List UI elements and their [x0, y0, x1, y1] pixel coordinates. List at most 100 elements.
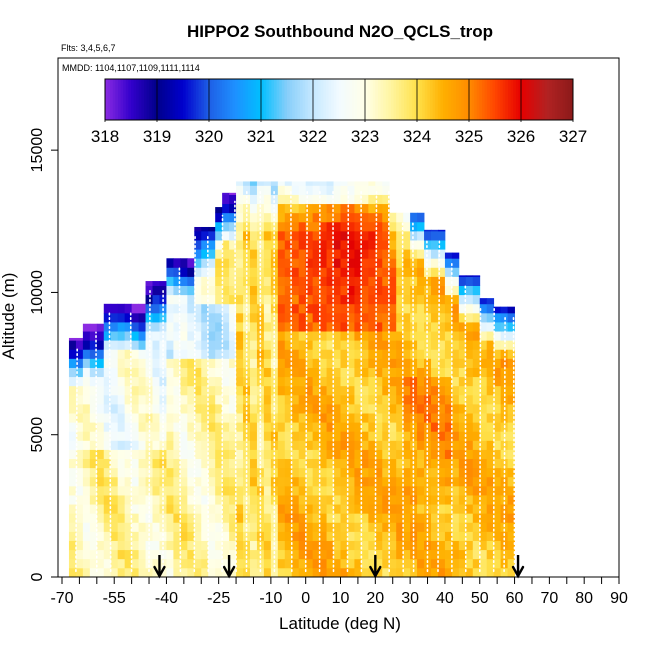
- heatmap-cell: [361, 413, 368, 423]
- heatmap-cell: [250, 286, 257, 296]
- heatmap-cell: [208, 395, 215, 405]
- heatmap-cell: [473, 386, 480, 396]
- heatmap-cell: [347, 486, 354, 496]
- heatmap-cell: [313, 395, 320, 405]
- heatmap-cell: [389, 504, 396, 514]
- heatmap-cell: [417, 322, 424, 332]
- heatmap-cell: [403, 468, 410, 478]
- heatmap-cell: [111, 504, 118, 514]
- heatmap-cell: [341, 267, 348, 277]
- heatmap-cell: [236, 331, 243, 341]
- heatmap-cell: [222, 304, 229, 314]
- heatmap-cell: [166, 486, 173, 496]
- heatmap-cell: [431, 541, 438, 551]
- heatmap-cell: [278, 304, 285, 314]
- heatmap-cell: [208, 368, 215, 378]
- heatmap-cell: [222, 450, 229, 460]
- heatmap-cell: [278, 313, 285, 323]
- heatmap-cell: [452, 541, 459, 551]
- heatmap-cell: [341, 331, 348, 341]
- heatmap-cell: [132, 349, 139, 359]
- heatmap-cell: [208, 331, 215, 341]
- heatmap-cell: [389, 286, 396, 296]
- heatmap-cell: [403, 541, 410, 551]
- heatmap-cell: [403, 450, 410, 460]
- heatmap-cell: [236, 513, 243, 523]
- heatmap-cell: [180, 267, 187, 277]
- heatmap-cell: [250, 440, 257, 450]
- heatmap-cell: [452, 304, 459, 314]
- x-tick-label: -55: [103, 590, 126, 607]
- heatmap-cell: [292, 413, 299, 423]
- heatmap-cell: [194, 550, 201, 560]
- heatmap-cell: [292, 559, 299, 569]
- heatmap-cell: [139, 468, 146, 478]
- heatmap-cell: [215, 240, 222, 250]
- heatmap-cell: [341, 258, 348, 268]
- heatmap-cell: [278, 213, 285, 223]
- heatmap-cell: [166, 331, 173, 341]
- heatmap-cell: [264, 358, 271, 368]
- heatmap-cell: [334, 431, 341, 441]
- heatmap-cell: [166, 258, 173, 268]
- heatmap-cell: [76, 568, 83, 578]
- heatmap-cell: [347, 459, 354, 469]
- heatmap-cell: [417, 559, 424, 569]
- heatmap-cell: [389, 450, 396, 460]
- heatmap-cell: [166, 395, 173, 405]
- heatmap-cell: [69, 422, 76, 432]
- heatmap-cell: [132, 431, 139, 441]
- heatmap-cell: [334, 486, 341, 496]
- heatmap-cell: [166, 349, 173, 359]
- profile-dots: [427, 238, 428, 571]
- heatmap-cell: [480, 513, 487, 523]
- heatmap-cell: [299, 213, 306, 223]
- heatmap-cell: [466, 349, 473, 359]
- heatmap-cell: [139, 504, 146, 514]
- heatmap-cell: [215, 258, 222, 268]
- heatmap-cell: [320, 213, 327, 223]
- heatmap-cell: [306, 181, 313, 185]
- heatmap-cell: [187, 313, 194, 323]
- heatmap-cell: [473, 486, 480, 496]
- heatmap-cell: [361, 231, 368, 241]
- heatmap-cell: [180, 550, 187, 560]
- heatmap-cell: [153, 281, 160, 286]
- heatmap-cell: [466, 431, 473, 441]
- heatmap-cell: [334, 477, 341, 487]
- heatmap-cell: [236, 459, 243, 469]
- heatmap-cell: [431, 377, 438, 387]
- heatmap-cell: [410, 258, 417, 268]
- heatmap-cell: [118, 486, 125, 496]
- heatmap-cell: [250, 213, 257, 223]
- heatmap-cell: [452, 286, 459, 296]
- heatmap-cell: [118, 459, 125, 469]
- heatmap-cell: [97, 386, 104, 396]
- heatmap-cell: [403, 340, 410, 350]
- heatmap-cell: [473, 304, 480, 314]
- heatmap-cell: [375, 477, 382, 487]
- heatmap-cell: [313, 340, 320, 350]
- heatmap-cell: [424, 230, 431, 232]
- heatmap-cell: [139, 522, 146, 532]
- heatmap-cell: [166, 313, 173, 323]
- heatmap-cell: [368, 404, 375, 414]
- heatmap-cell: [166, 358, 173, 368]
- heatmap-cell: [153, 468, 160, 478]
- heatmap-cell: [215, 304, 222, 314]
- heatmap-cell: [466, 559, 473, 569]
- heatmap-cell: [403, 395, 410, 405]
- heatmap-cell: [236, 468, 243, 478]
- heatmap-cell: [403, 286, 410, 296]
- heatmap-cell: [292, 459, 299, 469]
- heatmap-cell: [97, 340, 104, 350]
- heatmap-cell: [139, 559, 146, 569]
- heatmap-cell: [278, 204, 285, 214]
- heatmap-cell: [299, 322, 306, 332]
- heatmap-cell: [466, 304, 473, 314]
- heatmap-cell: [236, 495, 243, 505]
- heatmap-cell: [111, 358, 118, 368]
- heatmap-cell: [361, 267, 368, 277]
- heatmap-cell: [111, 450, 118, 460]
- heatmap-cell: [264, 550, 271, 560]
